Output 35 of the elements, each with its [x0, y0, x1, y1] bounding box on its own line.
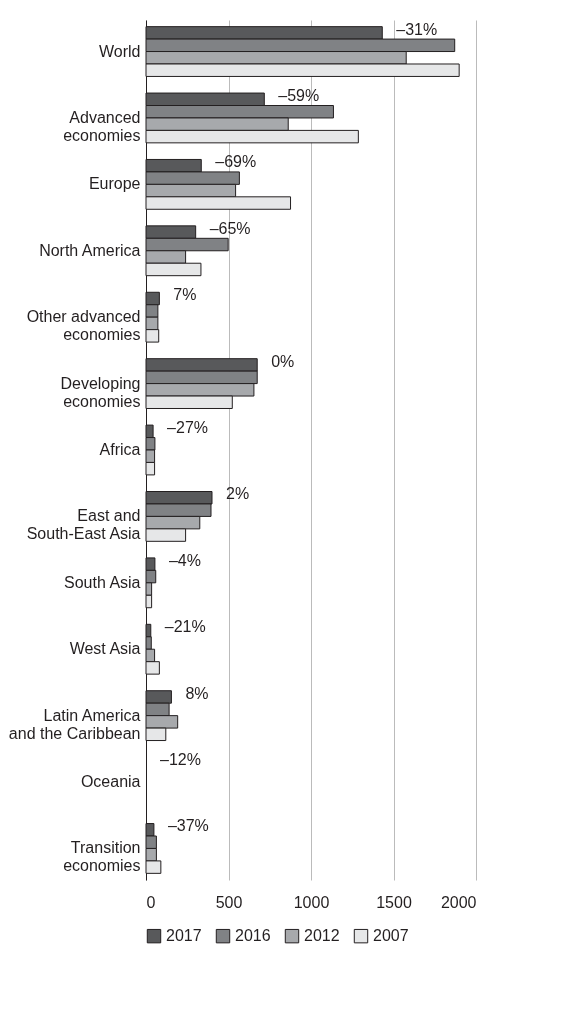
annotation: –69% — [215, 153, 257, 171]
legend-label: 2017 — [166, 927, 202, 945]
y-tick-label: West Asia — [69, 640, 141, 658]
y-tick-label: South Asia — [64, 573, 141, 591]
annotation: –12% — [160, 751, 201, 769]
y-tick-label: North America — [39, 241, 141, 259]
x-tick-label: 2000 — [440, 893, 477, 911]
y-tick-label: Africa — [99, 441, 141, 458]
legend-label: 2012 — [304, 927, 340, 945]
x-tick-label: 1000 — [293, 893, 330, 911]
annotation: –31% — [396, 20, 438, 38]
annotation: 0% — [271, 352, 295, 370]
annotation: –37% — [167, 817, 209, 835]
y-tick-label: World — [99, 42, 141, 60]
x-tick-label: 0 — [146, 893, 156, 911]
y-tick-label: Oceania — [80, 773, 141, 791]
legend-label: 2007 — [373, 927, 409, 945]
y-tick-label: Latin America and the Caribbean — [8, 706, 141, 742]
x-tick-label: 500 — [215, 893, 243, 911]
y-tick-label: Europe — [88, 175, 141, 193]
x-tick-label: 1500 — [376, 893, 412, 911]
annotation: –65% — [209, 219, 251, 237]
y-tick-label: Developing economies — [60, 374, 141, 410]
annotation: 7% — [173, 286, 197, 304]
annotation: –27% — [167, 419, 209, 436]
annotation: 8% — [185, 684, 209, 702]
annotation: –59% — [278, 86, 320, 104]
y-tick-label: East and South-East Asia — [26, 507, 141, 543]
y-tick-label: Other advanced economies — [26, 308, 141, 344]
annotation: –21% — [164, 618, 206, 636]
annotation: 2% — [226, 485, 250, 503]
legend-label: 2016 — [235, 927, 271, 945]
annotation: –4% — [168, 551, 201, 569]
y-tick-label: Advanced economies — [63, 108, 141, 144]
y-tick-label: Transition economies — [63, 839, 141, 875]
